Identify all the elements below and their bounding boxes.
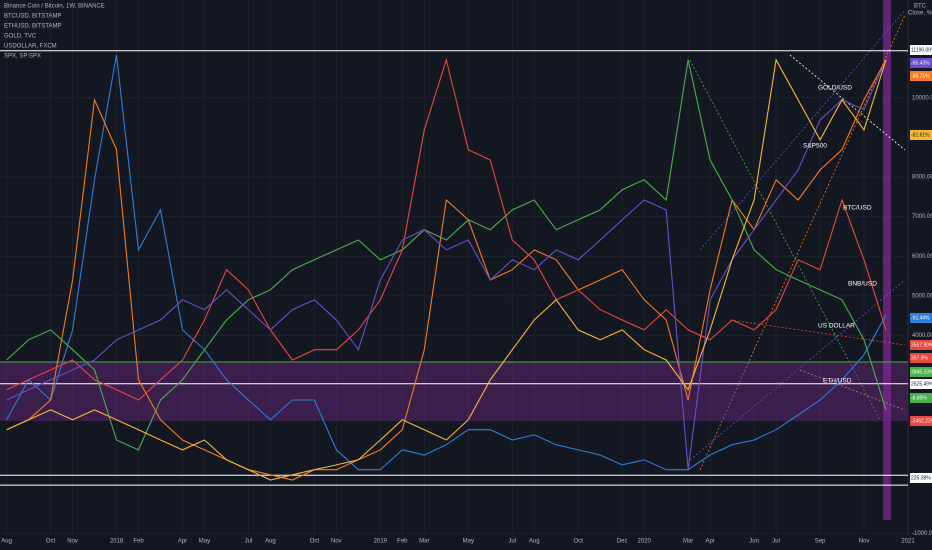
- x-tick-label: Nov: [331, 539, 342, 545]
- y-tick-label: 7000.00%: [912, 214, 932, 220]
- trend-line: [799, 369, 906, 411]
- x-tick-label: Mar: [683, 539, 693, 545]
- y-tick-label: -1000.00%: [912, 531, 932, 537]
- axis-subtitle: Close, %: [908, 11, 932, 17]
- price-label: -81.61%: [911, 132, 930, 138]
- series-line: [6, 54, 887, 471]
- price-label-bg: [910, 393, 932, 403]
- price-label: -88.71%: [911, 73, 930, 79]
- annotation: S&P500: [803, 143, 827, 150]
- price-label: 225.38%: [911, 475, 931, 481]
- price-label: -8.80%: [911, 395, 927, 401]
- price-label: -91.44%: [911, 315, 930, 321]
- price-label-bg: [910, 367, 932, 377]
- x-tick-label: Oct: [574, 539, 584, 545]
- x-tick-label: Oct: [46, 539, 56, 545]
- y-tick-label: 5000.00%: [912, 293, 932, 299]
- trend-line: [699, 9, 906, 251]
- trend-line: [699, 14, 906, 471]
- y-tick-label: 8000.00%: [912, 175, 932, 181]
- annotation: ETH/USD: [823, 378, 852, 385]
- legend-text: USDOLLAR, FXCM: [4, 44, 57, 50]
- x-tick-label: Nov: [859, 539, 870, 545]
- trend-line: [789, 54, 906, 151]
- x-tick-label: Apr: [705, 539, 714, 545]
- series-line: [6, 59, 887, 481]
- x-tick-label: 2019: [374, 539, 388, 545]
- x-tick-label: Feb: [133, 539, 144, 545]
- price-label: 2625.49%: [911, 381, 932, 387]
- price-label: -3462.23%: [911, 418, 932, 424]
- price-label-bg: [910, 58, 932, 68]
- price-label-bg: [910, 379, 932, 389]
- annotation: BTC/USD: [843, 205, 872, 212]
- x-tick-label: 2021: [901, 539, 915, 545]
- price-label: 2845.33%: [911, 369, 932, 375]
- x-tick-label: Aug: [529, 539, 540, 545]
- series-line: [6, 59, 887, 470]
- series-line: [6, 59, 887, 451]
- annotation: GOLD/USD: [818, 85, 852, 92]
- price-label-bg: [910, 313, 932, 323]
- decorations: [689, 0, 909, 535]
- y-tick-label: 10000.00%: [912, 95, 932, 101]
- price-label: 11190.00%: [911, 47, 932, 53]
- x-tick-label: Sep: [815, 539, 826, 545]
- price-label-bg: [910, 416, 932, 426]
- trend-line: [729, 319, 906, 346]
- legend-text: ETHUSD, BITSTAMP: [4, 24, 62, 30]
- legend-text: GOLD, TVC: [4, 34, 37, 40]
- price-label: -95.43%: [911, 60, 930, 66]
- annotation: BNB/USD: [848, 281, 877, 288]
- price-label-bg: [910, 71, 932, 81]
- price-label: 3567.90%: [911, 342, 932, 348]
- price-zone: [0, 361, 908, 421]
- x-tick-label: Jul: [245, 539, 253, 545]
- vertical-band: [883, 0, 891, 520]
- x-tick-label: Feb: [397, 539, 408, 545]
- x-tick-label: 2018: [110, 539, 124, 545]
- legend-text: BTCUSD, BITSTAMP: [4, 14, 62, 20]
- legend-text: SPX, SP:SPX: [4, 54, 41, 60]
- series-line: [6, 58, 887, 481]
- price-label-bg: [910, 353, 932, 363]
- x-tick-label: May: [463, 539, 474, 545]
- x-tick-label: Aug: [265, 539, 276, 545]
- trend-line: [689, 279, 906, 461]
- legend-text: Binance Coin / Bitcoin, 1W, BINANCE: [4, 4, 105, 10]
- axis-title: BTC: [914, 4, 927, 10]
- x-tick-label: Oct: [310, 539, 320, 545]
- x-tick-label: Nov: [67, 539, 78, 545]
- x-tick-label: Apr: [178, 539, 187, 545]
- x-tick-label: Mar: [419, 539, 429, 545]
- y-tick-label: 4000.00%: [912, 333, 932, 339]
- price-label-bg: [910, 340, 932, 350]
- x-tick-label: Jul: [508, 539, 516, 545]
- series-line: [6, 57, 887, 401]
- x-tick-label: May: [199, 539, 210, 545]
- price-label-bg: [910, 130, 932, 140]
- x-tick-label: Aug: [1, 539, 12, 545]
- price-label-bg: [910, 473, 932, 483]
- price-label-bg: [910, 45, 932, 55]
- price-label: 357.9%: [911, 355, 929, 361]
- annotation: US DOLLAR: [818, 323, 855, 330]
- x-tick-label: 2020: [637, 539, 651, 545]
- x-tick-label: Dec: [617, 539, 628, 545]
- x-tick-label: Jul: [772, 539, 780, 545]
- x-tick-label: Jun: [749, 539, 759, 545]
- y-tick-label: 6000.00%: [912, 254, 932, 260]
